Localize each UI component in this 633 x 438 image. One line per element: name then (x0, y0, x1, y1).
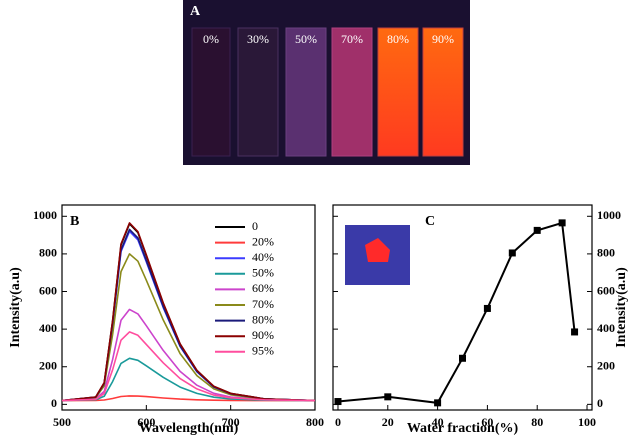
y-tick-label: 1000 (33, 208, 57, 222)
marker (558, 219, 566, 227)
panel-label: A (190, 4, 201, 19)
series-line (61, 230, 316, 402)
x-tick-label: 800 (306, 415, 324, 429)
series-line (61, 357, 316, 402)
series-line (61, 222, 316, 402)
marker (434, 399, 442, 407)
vial-label: 50% (295, 32, 317, 46)
legend-label: 95% (252, 344, 274, 358)
marker (483, 304, 491, 312)
vial-label: 0% (203, 32, 219, 46)
x-tick-label: 500 (53, 415, 71, 429)
vial (191, 27, 231, 157)
marker (533, 226, 541, 234)
marker (571, 328, 579, 336)
y-tick-label: 200 (597, 358, 615, 372)
vial-label: 80% (387, 32, 409, 46)
legend-label: 80% (252, 312, 274, 326)
series-line (61, 308, 316, 402)
legend-label: 50% (252, 266, 274, 280)
legend-label: 20% (252, 234, 274, 248)
x-axis-title: Wavelength(nm) (139, 421, 239, 436)
panel-label: B (70, 214, 79, 229)
vial-label: 70% (341, 32, 363, 46)
vial (377, 27, 419, 157)
y-tick-label: 600 (39, 283, 57, 297)
y-tick-label: 800 (39, 246, 57, 260)
legend-label: 70% (252, 297, 274, 311)
inset-spot (365, 238, 390, 262)
marker (459, 354, 466, 362)
y-axis-title: Intensity(a.u) (8, 267, 23, 348)
panel-label: C (425, 214, 435, 229)
y-tick-label: 800 (597, 246, 615, 260)
y-tick-label: 0 (51, 396, 57, 410)
y-axis-title: Intensity(a.u) (614, 267, 629, 348)
x-tick-label: 80 (531, 415, 543, 429)
x-tick-label: 60 (481, 415, 493, 429)
series-line (61, 331, 316, 402)
legend-label: 40% (252, 250, 274, 264)
legend-label: 0 (252, 219, 258, 233)
series-line (61, 228, 316, 402)
x-tick-label: 100 (578, 415, 596, 429)
y-tick-label: 200 (39, 358, 57, 372)
y-tick-label: 1000 (597, 208, 621, 222)
marker (384, 393, 392, 401)
marker (508, 249, 516, 257)
y-tick-label: 400 (597, 321, 615, 335)
vial-label: 30% (247, 32, 269, 46)
vial-label: 90% (432, 32, 454, 46)
series-line (61, 395, 315, 402)
plot-frame (61, 204, 316, 411)
series-line (61, 223, 316, 402)
legend-label: 90% (252, 328, 274, 342)
legend-label: 60% (252, 281, 274, 295)
x-tick-label: 40 (432, 415, 444, 429)
vial (422, 27, 464, 157)
vial (285, 27, 327, 157)
photo-panel: A (183, 0, 470, 165)
x-tick-label: 0 (335, 415, 341, 429)
y-tick-label: 600 (597, 283, 615, 297)
plot-frame (332, 204, 593, 411)
x-tick-label: 600 (137, 415, 155, 429)
x-tick-label: 20 (382, 415, 394, 429)
y-tick-label: 400 (39, 321, 57, 335)
vial (237, 27, 279, 157)
marker (334, 398, 342, 406)
vial (331, 27, 373, 157)
y-tick-label: 0 (597, 396, 603, 410)
x-tick-label: 700 (222, 415, 240, 429)
x-axis-title: Water fraction(%) (407, 421, 519, 436)
